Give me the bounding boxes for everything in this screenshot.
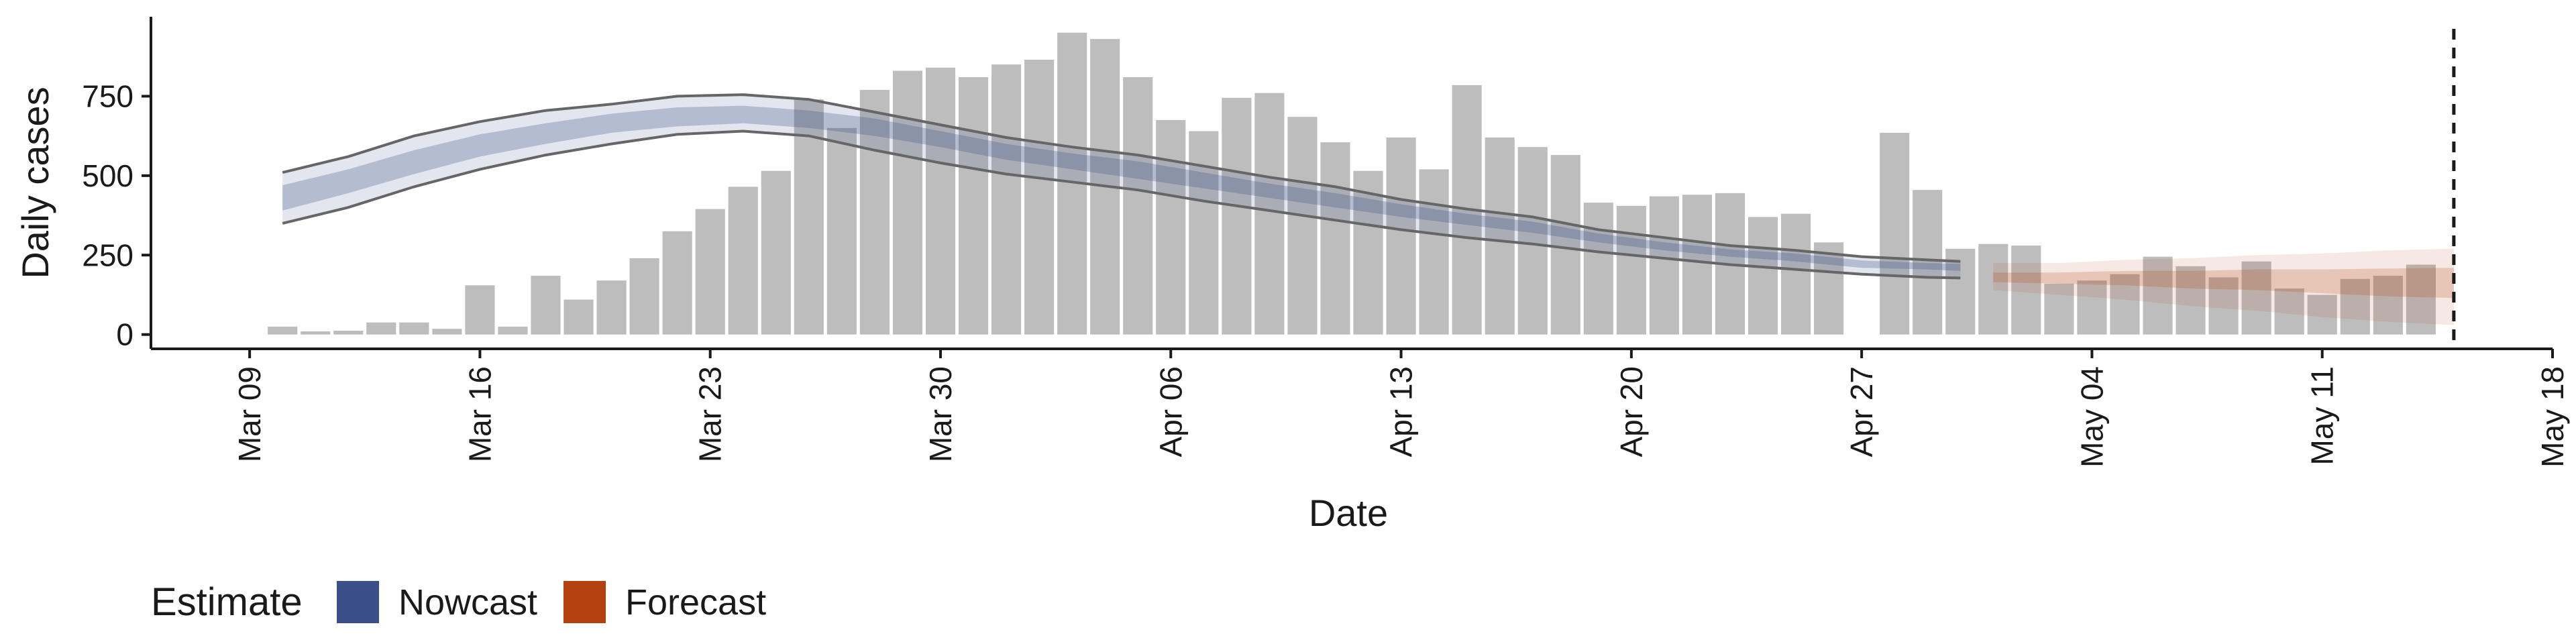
y-tick-label-500: 500 (82, 158, 133, 193)
legend-title: Estimate (151, 580, 303, 624)
x-tick-label-8: May 04 (2074, 366, 2109, 468)
bar-2020-04-11 (1320, 142, 1350, 335)
nowcast-outer-band (282, 95, 1961, 278)
y-axis-title: Daily cases (14, 87, 56, 278)
x-tick-label-7: Apr 27 (1844, 366, 1879, 458)
bar-2020-03-15 (432, 329, 462, 335)
nowcast-inner-band (282, 105, 1961, 271)
bar-2020-03-17 (498, 326, 528, 335)
x-tick-label-10: May 18 (2535, 366, 2570, 468)
y-tick-label-0: 0 (116, 317, 133, 352)
forecast-inner-band (1993, 268, 2454, 299)
x-tick-label-3: Mar 30 (923, 366, 958, 462)
y-tick-label-250: 250 (82, 237, 133, 272)
bar-2020-05-09 (2241, 261, 2271, 335)
bar-2020-04-21 (1649, 196, 1679, 335)
bar-2020-05-12 (2340, 278, 2370, 335)
y-tick-label-750: 750 (82, 78, 133, 113)
bar-2020-05-06 (2143, 256, 2173, 335)
bar-2020-03-21 (629, 258, 659, 335)
bar-2020-04-17 (1517, 147, 1548, 335)
bar-2020-04-09 (1254, 93, 1285, 335)
bar-2020-04-01 (991, 64, 1022, 335)
bar-2020-04-10 (1287, 117, 1318, 335)
bar-2020-04-19 (1583, 203, 1613, 335)
bar-2020-04-02 (1024, 59, 1055, 335)
bar-2020-04-06 (1156, 119, 1186, 335)
x-tick-label-5: Apr 13 (1384, 366, 1419, 458)
bar-2020-03-16 (465, 285, 495, 335)
x-tick-label-4: Apr 06 (1153, 366, 1188, 458)
bar-2020-03-23 (695, 209, 725, 335)
bar-2020-03-20 (596, 280, 627, 335)
legend-group: Estimate Nowcast Forecast (151, 580, 766, 624)
axes-group: 0 250 500 750 Mar 09 Mar 16 Mar 23 Mar 30 Apr 06… (14, 17, 2570, 534)
bar-2020-03-27 (826, 127, 857, 335)
bar-2020-05-04 (2077, 280, 2107, 335)
bar-2020-03-10 (268, 326, 298, 335)
bar-2020-03-25 (761, 170, 791, 335)
bar-2020-04-12 (1353, 170, 1383, 335)
bar-2020-03-24 (728, 186, 758, 335)
bar-2020-04-29 (1913, 190, 1943, 335)
bar-2020-05-10 (2274, 288, 2304, 335)
bar-2020-03-29 (892, 70, 923, 335)
bar-2020-05-11 (2307, 294, 2337, 335)
x-tick-label-2: Mar 23 (693, 366, 728, 462)
bar-2020-04-07 (1189, 131, 1219, 335)
x-axis-title: Date (1309, 492, 1388, 534)
bar-2020-03-30 (925, 67, 956, 335)
forecast-outer-band (1993, 248, 2454, 325)
bar-2020-05-01 (1978, 244, 2008, 335)
bar-2020-05-03 (2044, 283, 2074, 335)
legend-swatch-nowcast (337, 581, 379, 623)
bar-2020-04-05 (1123, 77, 1153, 335)
bar-2020-05-14 (2406, 264, 2436, 335)
bar-2020-04-22 (1682, 195, 1712, 335)
x-tick-label-1: Mar 16 (462, 366, 497, 462)
bar-2020-03-19 (564, 299, 594, 335)
bar-2020-05-07 (2176, 266, 2206, 335)
legend-label-forecast: Forecast (625, 582, 766, 623)
bar-2020-03-12 (333, 331, 364, 335)
bar-2020-04-18 (1550, 155, 1580, 335)
bar-2020-05-05 (2110, 274, 2140, 335)
bar-2020-04-24 (1748, 217, 1778, 335)
bar-2020-04-08 (1222, 97, 1252, 335)
bar-2020-04-28 (1880, 132, 1910, 335)
bar-2020-04-14 (1419, 169, 1449, 335)
bar-2020-04-16 (1485, 138, 1515, 335)
bar-2020-03-31 (958, 77, 989, 335)
nowcast-lower-line (282, 129, 1961, 280)
bar-2020-04-13 (1386, 138, 1416, 335)
bar-2020-03-28 (859, 89, 890, 335)
bar-2020-05-08 (2208, 277, 2239, 335)
nowcast-upper-line (282, 93, 1961, 263)
legend-label-nowcast: Nowcast (398, 582, 537, 623)
bar-2020-04-26 (1814, 242, 1844, 335)
bar-2020-04-25 (1780, 213, 1811, 335)
legend-swatch-forecast (564, 581, 606, 623)
bar-2020-03-18 (531, 276, 561, 335)
bar-2020-05-02 (2011, 246, 2041, 335)
bars-group (268, 32, 2436, 335)
bar-2020-03-22 (662, 231, 692, 335)
bar-2020-04-20 (1616, 205, 1646, 335)
bar-2020-04-30 (1945, 248, 1976, 335)
x-tick-label-0: Mar 09 (232, 366, 267, 462)
bar-2020-05-13 (2373, 276, 2403, 335)
x-tick-label-9: May 11 (2305, 366, 2340, 465)
bar-2020-03-14 (399, 322, 429, 335)
x-tick-label-6: Apr 20 (1614, 366, 1649, 458)
bands-group (282, 93, 2454, 325)
bar-2020-03-13 (366, 322, 396, 335)
bar-2020-03-11 (301, 331, 331, 335)
